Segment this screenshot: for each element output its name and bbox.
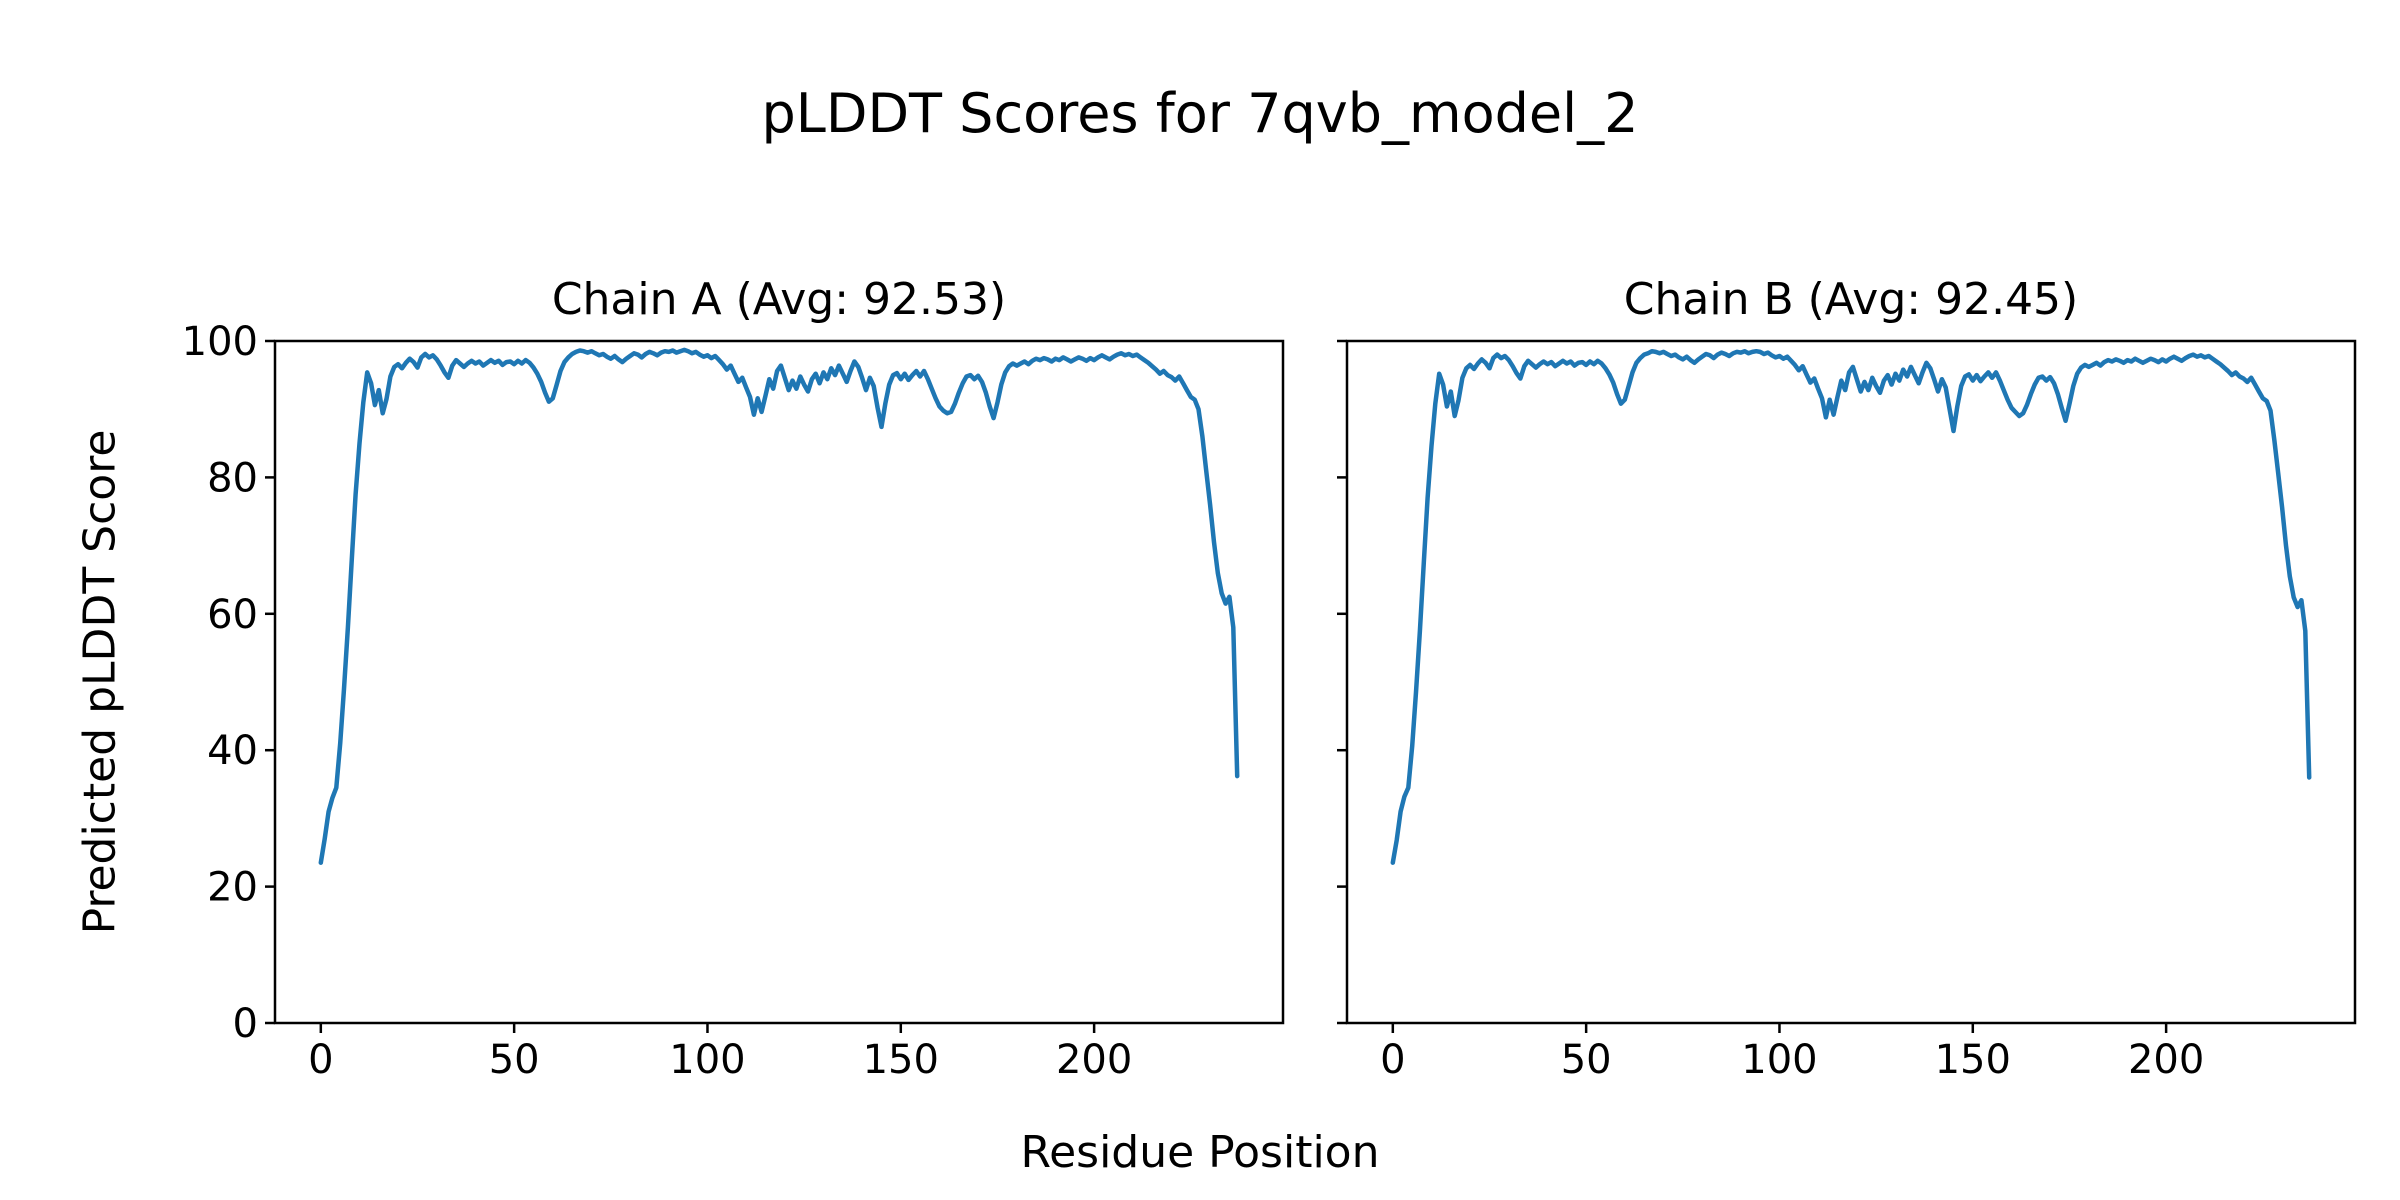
y-tick-label: 60	[207, 592, 258, 638]
x-tick-label: 150	[1935, 1037, 2011, 1083]
x-tick-label: 200	[2128, 1037, 2204, 1083]
y-tick-label: 40	[207, 728, 258, 774]
plddt-line-chain-a	[318, 347, 1240, 865]
x-axis-label: Residue Position	[1020, 1127, 1380, 1178]
x-tick-label: 100	[669, 1037, 745, 1083]
y-tick-label: 80	[207, 455, 258, 501]
axes-frame	[273, 339, 1285, 1025]
x-tick-label: 150	[863, 1037, 939, 1083]
figure-title: pLDDT Scores for 7qvb_model_2	[761, 82, 1639, 145]
y-tick-label: 100	[182, 319, 258, 365]
subplot-chain-a: 0 50 100 150 200 0 20 40 60 80 100	[182, 319, 1285, 1083]
x-tick-label: 50	[1561, 1037, 1612, 1083]
y-tick-label: 0	[233, 1001, 258, 1047]
x-tick-label: 0	[1380, 1037, 1405, 1083]
subplot-b-title: Chain B (Avg: 92.45)	[1623, 274, 2079, 325]
x-tick-label: 0	[308, 1037, 333, 1083]
y-tick-label: 20	[207, 865, 258, 911]
subplot-a-title: Chain A (Avg: 92.53)	[551, 274, 1007, 325]
axes-frame	[1345, 339, 2357, 1025]
plddt-line-chain-b	[1390, 348, 2312, 865]
x-tick-label: 100	[1741, 1037, 1817, 1083]
subplot-chain-b: 0 50 100 150 200	[1337, 339, 2357, 1083]
x-tick-label: 200	[1056, 1037, 1132, 1083]
x-tick-label: 50	[489, 1037, 540, 1083]
